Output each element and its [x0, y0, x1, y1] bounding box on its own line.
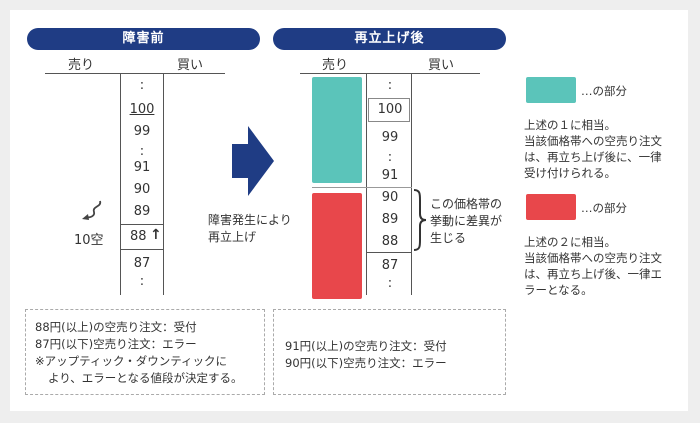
legend-red-swatch: [526, 194, 576, 220]
after-note-line1: 91円(以上)の空売り注文：受付: [285, 339, 447, 353]
before-dots-mid: :: [139, 144, 145, 159]
before-header-line: [45, 73, 225, 74]
after-price-90: 90: [381, 190, 399, 205]
legend-red-desc4: ラーとなる。: [524, 283, 593, 297]
legend-teal-label: …の部分: [581, 84, 627, 98]
squiggle-arrow-icon: [82, 200, 102, 220]
after-price-87: 87: [381, 258, 399, 273]
after-buy-header: 買い: [428, 58, 455, 73]
after-note-box: 91円(以上)の空売り注文：受付 90円(以下)空売り注文：エラー: [273, 309, 506, 395]
after-sell-header: 売り: [322, 58, 349, 73]
after-88-line: [366, 252, 412, 253]
before-sell-header: 売り: [68, 58, 95, 73]
after-title: 再立上げ後: [273, 28, 506, 50]
before-note-line4: より、エラーとなる値段が決定する。: [48, 371, 243, 385]
before-price-87: 87: [133, 256, 151, 271]
before-note-box: 88円(以上)の空売り注文：受付 87円(以下)空売り注文：エラー ※アップティ…: [25, 309, 265, 395]
red-block: [312, 193, 362, 299]
after-dots-bottom: :: [387, 276, 393, 291]
after-right-divider: [411, 73, 412, 295]
before-88-top-line: [120, 224, 164, 225]
after-price-91: 91: [381, 168, 399, 183]
bracket-note-line2: 挙動に差異が: [430, 214, 503, 228]
before-price-90: 90: [133, 182, 151, 197]
legend-red-desc2: 当該価格帯への空売り注文: [524, 251, 662, 265]
before-right-divider: [163, 73, 164, 295]
after-price-99: 99: [381, 130, 399, 145]
before-left-divider: [120, 73, 121, 295]
before-price-89: 89: [133, 204, 151, 219]
after-divider-line: [312, 187, 412, 188]
bracket-note-line1: この価格帯の: [430, 197, 503, 211]
teal-block: [312, 77, 362, 183]
after-price-88: 88: [381, 234, 399, 249]
after-note-line2: 90円(以下)空売り注文：エラー: [285, 356, 447, 370]
after-100-box: [368, 98, 410, 122]
before-price-91: 91: [133, 160, 151, 175]
arrow-caption-line1: 障害発生により: [208, 213, 292, 227]
before-note-line2: 87円(以下)空売り注文：エラー: [35, 337, 197, 351]
legend-red-label: …の部分: [581, 201, 627, 215]
legend-teal-desc4: 受け付けられる。: [524, 166, 616, 180]
before-price-88: 88: [130, 229, 147, 244]
before-buy-header: 買い: [177, 58, 204, 73]
before-dots-top: :: [139, 78, 145, 93]
big-right-arrow-icon: [232, 126, 274, 196]
legend-teal-swatch: [526, 77, 576, 103]
before-price-100: 100: [129, 102, 155, 117]
after-dots-top: :: [387, 78, 393, 93]
curly-brace-icon: [413, 189, 427, 251]
after-price-100: 100: [377, 102, 403, 117]
after-price-89: 89: [381, 212, 399, 227]
after-left-divider: [366, 73, 367, 295]
short-sell-label: 10空: [74, 233, 104, 248]
arrow-caption-line2: 再立上げ: [208, 230, 257, 244]
legend-teal-desc1: 上述の１に相当。: [524, 118, 616, 132]
legend-teal-desc3: は、再立ち上げ後に、一律: [524, 150, 662, 164]
before-note-line1: 88円(以上)の空売り注文：受付: [35, 320, 197, 334]
after-dots-mid: :: [387, 150, 393, 165]
legend-red-desc1: 上述の２に相当。: [524, 235, 616, 249]
bracket-note-line3: 生じる: [430, 231, 467, 245]
legend-red-desc3: は、再立ち上げ後、一律エ: [524, 267, 662, 281]
before-price-99: 99: [133, 124, 151, 139]
before-title: 障害前: [27, 28, 260, 50]
before-dots-bottom: :: [139, 274, 145, 289]
before-88-bottom-line: [120, 249, 164, 250]
after-header-line: [300, 73, 480, 74]
before-note-line3: ※アップティック・ダウンティックに: [35, 354, 228, 368]
legend-teal-desc2: 当該価格帯への空売り注文: [524, 134, 662, 148]
up-arrow-icon: ↑: [150, 227, 162, 243]
